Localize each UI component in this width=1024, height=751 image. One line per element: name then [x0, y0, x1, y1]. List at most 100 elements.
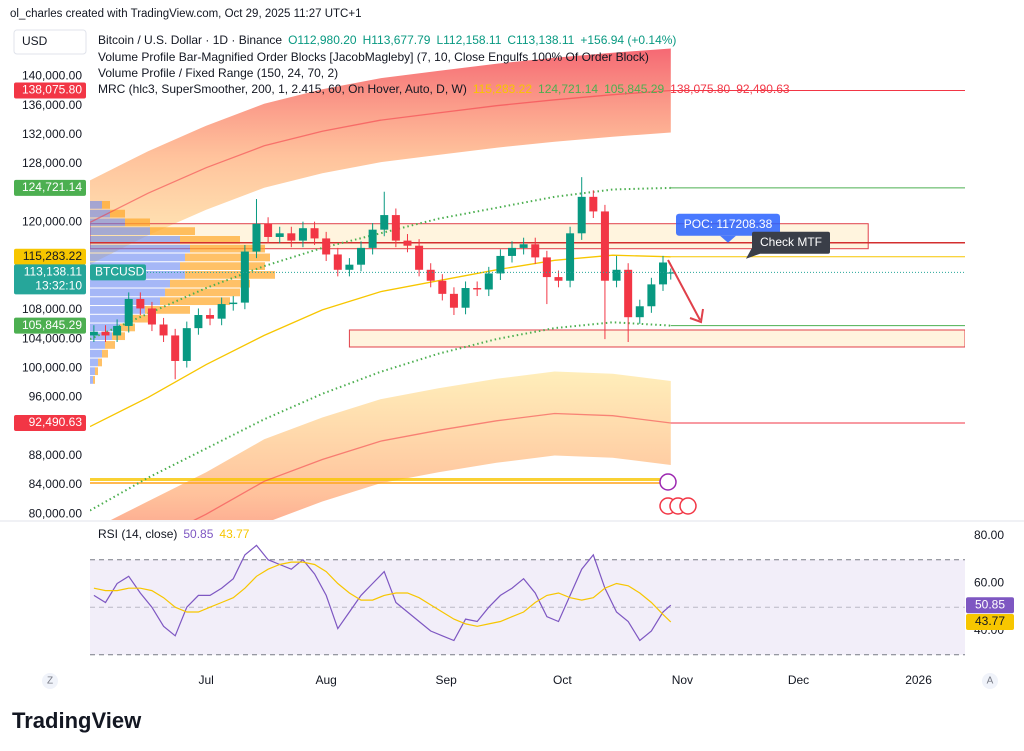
volume-buy — [90, 358, 98, 367]
mrc-value: 92,490.63 — [736, 82, 790, 96]
candle-body — [612, 269, 621, 281]
indicator-legend: MRC (hlc3, SuperSmoother, 200, 1, 2.415,… — [98, 82, 790, 96]
candle-body — [531, 244, 540, 258]
candle-body — [264, 223, 273, 237]
volume-sell — [150, 227, 195, 236]
volume-sell — [105, 341, 115, 349]
volume-buy — [90, 314, 125, 323]
annotation: Check MTF — [760, 235, 822, 249]
price-tag — [14, 82, 86, 99]
poc-label: POC: 117208.38 — [684, 217, 773, 231]
poc-box — [676, 213, 780, 236]
mrc-value: 115,283.22 — [473, 82, 532, 96]
price-tag-label: 124,721.14 — [22, 180, 82, 194]
indicator-name: MRC (hlc3, SuperSmoother, 200, 1, 2.415,… — [98, 82, 467, 96]
order-block-line — [90, 482, 670, 484]
annotation-pointer — [746, 247, 760, 259]
candle-body — [438, 280, 447, 294]
candle-body — [182, 328, 191, 361]
candle-body — [473, 288, 482, 290]
candle-body — [113, 325, 122, 336]
candle-body — [496, 255, 505, 274]
volume-sell — [185, 271, 275, 279]
y-tick-label: 132,000.00 — [22, 127, 82, 141]
currency-box[interactable] — [13, 29, 87, 55]
volume-buy — [90, 376, 93, 384]
control-label[interactable]: A — [987, 676, 994, 687]
y-tick-label: 104,000.00 — [22, 331, 82, 345]
volume-buy — [90, 306, 145, 314]
event-icon[interactable] — [679, 497, 697, 515]
candle-body — [380, 215, 389, 230]
candle-body — [519, 244, 528, 248]
mrc-value: 124,721.14 — [538, 82, 598, 96]
rsi-tick-label: 60.00 — [974, 576, 1004, 590]
candle-body — [252, 223, 261, 252]
volume-sell — [95, 367, 98, 376]
candle-body — [461, 288, 470, 308]
volume-buy — [90, 341, 105, 349]
price-tag — [14, 248, 86, 265]
candle-body — [298, 228, 307, 241]
control-button[interactable] — [42, 673, 58, 689]
y-tick-label: 128,000.00 — [22, 156, 82, 170]
volume-sell — [180, 236, 240, 244]
volume-sell — [102, 349, 108, 358]
candle-body — [589, 196, 598, 212]
ohlc: C113,138.11 — [507, 33, 574, 47]
price-tag-label: 138,075.80 — [22, 83, 82, 97]
change: +156.94 (+0.14%) — [580, 33, 676, 47]
volume-buy — [90, 227, 150, 236]
control-button[interactable] — [982, 673, 998, 689]
ohlc: L112,158.11 — [436, 33, 501, 47]
volume-sell — [185, 253, 270, 262]
candle-body — [647, 284, 656, 307]
control-label[interactable]: Z — [47, 676, 53, 687]
volume-buy — [90, 349, 102, 358]
indicator-legend: Volume Profile / Fixed Range (150, 24, 7… — [98, 66, 338, 80]
volume-buy — [90, 236, 180, 244]
price-tag-label: 92,490.63 — [29, 415, 83, 429]
legend-main: Bitcoin / U.S. Dollar · 1D · Binance O112… — [98, 33, 676, 47]
brand: TradingView — [12, 708, 142, 733]
volume-sell — [125, 314, 150, 323]
countdown: 13:32:10 — [35, 279, 82, 293]
rsi-value: 50.85 — [183, 527, 213, 541]
volume-buy — [90, 253, 185, 262]
candle-body — [415, 245, 424, 270]
candle-body — [566, 233, 575, 281]
candle-body — [194, 315, 203, 329]
volume-sell — [125, 218, 150, 227]
candle-body — [101, 331, 110, 336]
candle-body — [624, 269, 633, 318]
price-tag-label: 115,283.22 — [23, 249, 82, 263]
indicator-legend: Volume Profile Bar-Magnified Order Block… — [98, 50, 649, 64]
candle-body — [600, 211, 609, 281]
price-pane — [90, 48, 965, 520]
order-block-zone — [348, 329, 965, 348]
candle-body — [403, 240, 412, 246]
rsi-legend: RSI (14, close) 50.85 43.77 — [98, 527, 250, 541]
y-tick-label: 136,000.00 — [22, 98, 82, 112]
volume-sell — [102, 200, 110, 209]
annotation-box — [752, 231, 830, 254]
rsi-value: 43.77 — [219, 527, 249, 541]
candle-body — [229, 302, 238, 305]
candle-body — [484, 273, 493, 290]
y-tick-label: 108,000.00 — [22, 302, 82, 316]
currency[interactable]: USD — [22, 34, 48, 48]
candle-body — [171, 335, 180, 361]
event-icon[interactable] — [659, 473, 677, 491]
candle-body — [426, 269, 435, 281]
price-tag — [14, 317, 86, 334]
y-tick-label: 100,000.00 — [22, 360, 82, 374]
rsi-tag-label: 43.77 — [975, 614, 1005, 628]
rsi-pane — [90, 544, 965, 656]
volume-buy — [90, 209, 110, 218]
volume-buy — [90, 218, 125, 227]
candle-body — [345, 264, 354, 270]
rsi-band — [90, 559, 965, 655]
volume-sell — [93, 376, 95, 384]
y-tick-label: 80,000.00 — [29, 506, 83, 520]
